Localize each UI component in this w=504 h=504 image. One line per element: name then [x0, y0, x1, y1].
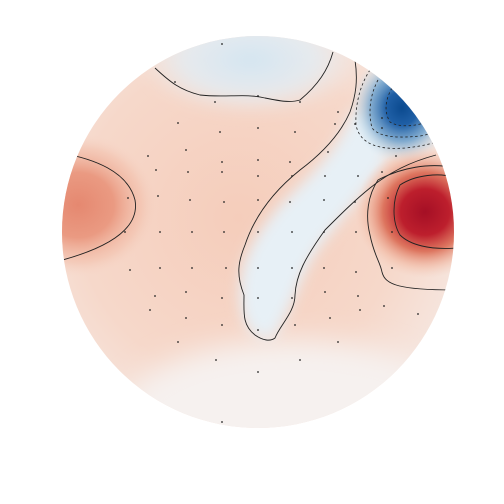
sensor-marker — [225, 267, 227, 269]
sensor-marker — [299, 101, 301, 103]
sensor-marker — [359, 309, 361, 311]
sensor-marker — [221, 171, 223, 173]
sensor-marker — [391, 267, 393, 269]
sensor-marker — [257, 95, 259, 97]
sensor-marker — [185, 317, 187, 319]
sensor-marker — [127, 197, 129, 199]
field-negative-strip — [239, 110, 388, 339]
sensor-marker — [383, 305, 385, 307]
sensor-marker — [327, 151, 329, 153]
sensor-marker — [187, 171, 189, 173]
sensor-marker — [291, 297, 293, 299]
sensor-marker — [357, 295, 359, 297]
sensor-marker — [215, 359, 217, 361]
sensor-marker — [159, 267, 161, 269]
contour-left-positive — [62, 151, 136, 263]
sensor-marker — [337, 111, 339, 113]
contour-top-zero — [154, 51, 334, 102]
sensor-marker — [294, 324, 296, 326]
topomap-head — [62, 36, 454, 428]
field-positive-left — [62, 133, 158, 277]
sensor-marker — [329, 317, 331, 319]
sensor-marker — [177, 122, 179, 124]
sensor-marker — [395, 155, 397, 157]
sensor-marker — [257, 371, 259, 373]
sensor-marker — [223, 231, 225, 233]
sensor-marker — [355, 271, 357, 273]
contour-neg-outer — [355, 69, 449, 149]
sensor-marker — [324, 175, 326, 177]
sensor-marker — [387, 197, 389, 199]
sensor-marker — [289, 201, 291, 203]
sensor-marker — [129, 269, 131, 271]
sensor-marker — [323, 267, 325, 269]
sensor-marker — [381, 127, 383, 129]
sensor-marker — [355, 231, 357, 233]
sensor-marker — [291, 231, 293, 233]
contour-right-positive-inner — [393, 174, 454, 249]
sensor-marker — [324, 291, 326, 293]
sensor-marker — [219, 131, 221, 133]
sensor-marker — [357, 175, 359, 177]
sensor-marker — [337, 341, 339, 343]
sensor-marker — [391, 231, 393, 233]
sensor-marker — [221, 161, 223, 163]
sensor-marker — [289, 161, 291, 163]
field-positive-peak — [355, 146, 454, 278]
sensor-marker — [257, 175, 259, 177]
sensor-marker — [189, 199, 191, 201]
sensor-marker — [157, 195, 159, 197]
sensor-marker — [191, 267, 193, 269]
sensor-marker — [221, 297, 223, 299]
sensor-marker — [154, 295, 156, 297]
sensor-marker — [354, 123, 356, 125]
sensor-marker — [149, 309, 151, 311]
sensor-marker — [221, 421, 223, 423]
sensor-marker — [323, 231, 325, 233]
sensor-marker — [417, 313, 419, 315]
sensor-marker — [159, 231, 161, 233]
sensor-marker — [257, 297, 259, 299]
sensor-marker — [257, 267, 259, 269]
field-neutral-lower — [120, 340, 454, 428]
contour-neg-inner — [385, 87, 429, 127]
sensor-marker — [381, 117, 383, 119]
sensor-marker — [124, 231, 126, 233]
contour-lines — [62, 51, 454, 341]
sensor-marker — [257, 199, 259, 201]
sensor-marker — [214, 101, 216, 103]
sensor-marker — [147, 155, 149, 157]
field-negative-top — [140, 36, 360, 115]
sensor-marker — [257, 159, 259, 161]
sensor-marker — [223, 201, 225, 203]
contour-right-positive — [367, 165, 454, 291]
sensor-markers — [124, 43, 419, 423]
sensor-marker — [354, 201, 356, 203]
sensor-marker — [185, 291, 187, 293]
sensor-marker — [221, 43, 223, 45]
field-negative-peak — [350, 52, 454, 164]
sensor-marker — [291, 175, 293, 177]
sensor-marker — [294, 131, 296, 133]
sensor-marker — [221, 324, 223, 326]
sensor-marker — [257, 127, 259, 129]
sensor-marker — [381, 171, 383, 173]
sensor-marker — [299, 359, 301, 361]
contour-strip-zero — [238, 59, 437, 341]
sensor-marker — [177, 341, 179, 343]
sensor-marker — [174, 81, 176, 83]
sensor-marker — [257, 231, 259, 233]
sensor-marker — [257, 329, 259, 331]
sensor-marker — [323, 199, 325, 201]
sensor-marker — [191, 231, 193, 233]
sensor-marker — [155, 169, 157, 171]
sensor-marker — [185, 149, 187, 151]
sensor-marker — [291, 267, 293, 269]
sensor-marker — [334, 123, 336, 125]
